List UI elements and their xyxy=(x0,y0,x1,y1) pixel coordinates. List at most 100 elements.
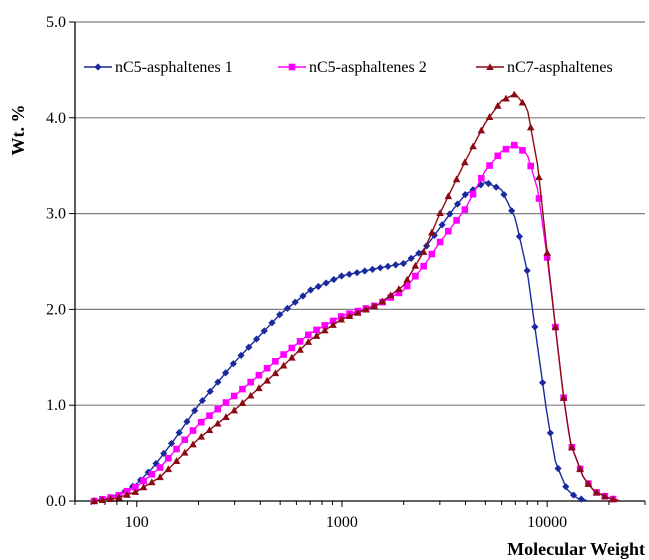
data-point xyxy=(370,302,379,310)
data-point xyxy=(438,221,446,229)
data-point xyxy=(164,465,173,473)
data-point xyxy=(436,209,444,217)
data-point xyxy=(283,304,292,312)
data-point xyxy=(535,195,543,202)
data-point xyxy=(123,490,131,498)
data-point xyxy=(214,378,222,386)
data-point xyxy=(222,413,230,420)
data-point xyxy=(330,275,338,284)
y-axis-title: Wt. % xyxy=(8,105,28,156)
y-tick-label: 3.0 xyxy=(46,206,66,223)
data-point xyxy=(486,63,494,71)
data-point xyxy=(510,90,519,98)
x-tick-label: 1000 xyxy=(326,514,358,531)
data-point xyxy=(189,440,197,448)
data-point xyxy=(237,351,245,359)
data-point xyxy=(172,457,181,464)
y-tick-label: 2.0 xyxy=(46,301,66,318)
data-point xyxy=(222,369,230,377)
data-point xyxy=(329,321,337,328)
data-point xyxy=(214,405,222,413)
series-group xyxy=(90,90,620,505)
data-point xyxy=(167,439,176,448)
data-point xyxy=(559,393,568,401)
data-point xyxy=(395,285,403,293)
data-point xyxy=(246,391,255,399)
axes: 0.0 1.0 2.0 3.0 4.0 5.0 100 1000 10000 xyxy=(46,14,646,531)
data-point xyxy=(492,183,500,191)
data-point xyxy=(554,464,562,473)
series-2 xyxy=(90,141,620,505)
data-point xyxy=(139,483,148,491)
data-point xyxy=(428,228,436,236)
data-point xyxy=(412,272,419,280)
data-point xyxy=(485,113,494,120)
data-point xyxy=(445,227,452,235)
data-point xyxy=(140,477,147,485)
data-point xyxy=(206,412,213,419)
data-point xyxy=(428,250,436,258)
data-point xyxy=(271,369,280,377)
data-point xyxy=(213,419,222,427)
data-point xyxy=(546,429,554,437)
legend-item-1: nC5-asphaltenes 1 xyxy=(84,59,233,76)
legend-label: nC7-asphaltenes xyxy=(507,59,613,76)
data-point xyxy=(362,305,370,313)
data-point xyxy=(562,483,570,491)
data-point xyxy=(453,217,460,224)
data-point xyxy=(368,265,377,273)
data-point xyxy=(263,376,271,384)
data-point xyxy=(384,262,392,270)
y-tick-label: 5.0 xyxy=(46,14,66,31)
data-point xyxy=(403,275,411,283)
data-point xyxy=(461,191,469,199)
data-point xyxy=(353,308,362,316)
x-tick-label: 10000 xyxy=(527,514,567,531)
data-point xyxy=(407,254,415,262)
data-point xyxy=(299,292,307,300)
legend-label: nC5-asphaltenes 1 xyxy=(115,59,233,76)
data-point xyxy=(245,343,253,351)
data-point xyxy=(577,495,585,503)
data-point xyxy=(535,173,543,181)
data-point xyxy=(446,210,454,218)
data-point xyxy=(469,190,477,198)
data-point xyxy=(156,473,164,481)
data-point xyxy=(518,98,527,106)
data-point xyxy=(569,491,578,499)
data-point xyxy=(519,147,526,154)
data-point xyxy=(156,464,164,471)
data-point xyxy=(280,351,287,358)
data-point xyxy=(543,248,551,256)
data-point xyxy=(205,426,214,434)
y-tick-label: 4.0 xyxy=(46,110,66,127)
data-point xyxy=(260,327,268,335)
data-point xyxy=(353,269,361,277)
data-point xyxy=(510,141,518,149)
data-point xyxy=(276,311,284,319)
data-point xyxy=(444,192,453,200)
data-point xyxy=(345,312,354,320)
data-point xyxy=(312,332,321,339)
x-axis-title: Molecular Weight xyxy=(507,539,645,559)
data-point xyxy=(493,101,502,109)
data-point xyxy=(296,338,304,345)
data-point xyxy=(526,123,535,131)
data-point xyxy=(206,387,214,395)
data-point xyxy=(183,418,191,426)
data-point xyxy=(197,432,206,440)
data-point xyxy=(436,238,444,246)
data-point xyxy=(527,162,535,170)
series-line xyxy=(94,181,587,502)
data-point xyxy=(568,443,576,451)
data-point xyxy=(230,392,238,400)
data-point xyxy=(307,286,315,294)
legend-item-2: nC5-asphaltenes 2 xyxy=(278,59,427,76)
data-point xyxy=(395,289,403,297)
data-point xyxy=(252,335,261,343)
data-point xyxy=(392,261,400,269)
data-point xyxy=(314,282,322,291)
data-point xyxy=(551,323,560,331)
data-point xyxy=(531,323,539,331)
